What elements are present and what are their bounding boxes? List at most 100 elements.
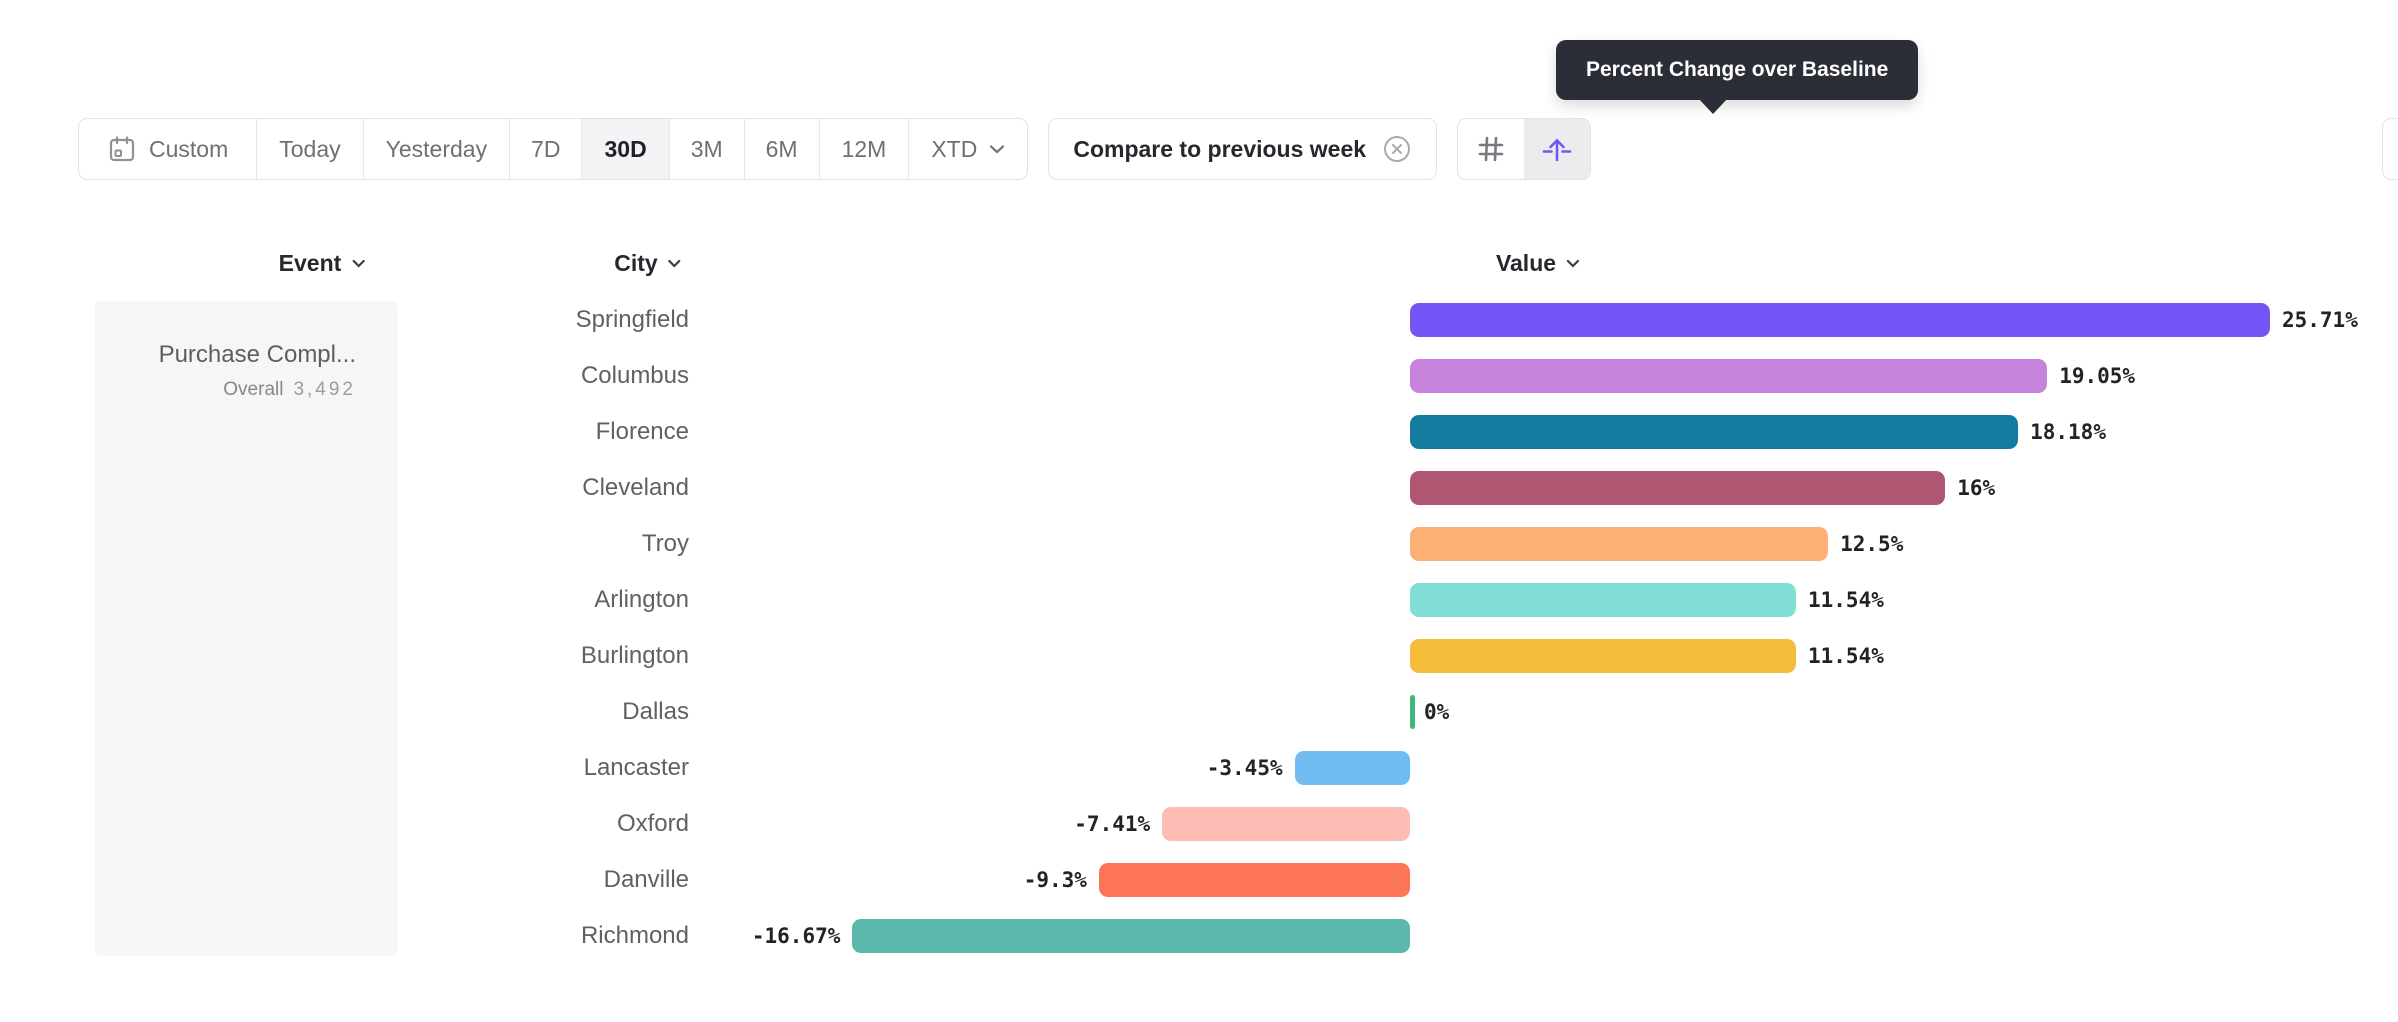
value-bar[interactable] <box>1410 359 2048 393</box>
date-range-label: XTD <box>931 135 978 162</box>
chart-rows: Springfield 25.71% Columbus 19.05% Flore… <box>398 292 2398 964</box>
value-label: 19.05% <box>2059 364 2136 388</box>
date-range-label: 3M <box>690 135 723 162</box>
bar-canvas: 16% <box>703 460 2398 516</box>
city-label: Danville <box>603 866 689 893</box>
chevron-down-icon <box>1566 259 1580 268</box>
chart-row: Columbus 19.05% <box>398 348 2398 404</box>
compare-label: Compare to previous week <box>1073 135 1367 162</box>
chevron-down-icon <box>989 144 1005 154</box>
column-header-label: Value <box>1495 249 1557 276</box>
bar-canvas: -9.3% <box>703 852 2398 908</box>
circle-x-icon[interactable] <box>1382 134 1412 164</box>
tooltip-text: Percent Change over Baseline <box>1586 58 1889 81</box>
overall-value: 3,492 <box>293 379 356 400</box>
event-overall: Overall 3,492 <box>95 379 356 401</box>
column-header-value[interactable]: Value <box>1496 248 1580 278</box>
bar-canvas: 0% <box>703 684 2398 740</box>
value-label: -16.67% <box>751 924 841 948</box>
bar-canvas: 12.5% <box>703 516 2398 572</box>
city-label: Springfield <box>575 306 689 333</box>
chart-row: Burlington 11.54% <box>398 628 2398 684</box>
date-range-label: Yesterday <box>385 135 488 162</box>
hash-icon <box>1476 134 1506 164</box>
value-label: -3.45% <box>1206 756 1283 780</box>
date-range-label: 30D <box>604 135 647 162</box>
value-bar[interactable] <box>1410 583 1796 617</box>
percent-change-baseline-toggle[interactable] <box>1524 119 1591 179</box>
date-range-6m[interactable]: 6M <box>745 119 820 179</box>
value-bar[interactable] <box>1410 527 1829 561</box>
value-bar[interactable] <box>1294 751 1410 785</box>
city-label: Troy <box>641 530 689 557</box>
value-bar[interactable] <box>1098 863 1410 897</box>
chart-row: Springfield 25.71% <box>398 292 2398 348</box>
date-range-label: 7D <box>531 135 561 162</box>
value-bar[interactable] <box>1410 415 2019 449</box>
city-label: Burlington <box>580 642 689 669</box>
tooltip-caret <box>1698 98 1728 114</box>
chevron-down-icon <box>351 259 365 268</box>
value-label: -9.3% <box>1023 868 1087 892</box>
chart-row: Richmond -16.67% <box>398 908 2398 964</box>
date-range-picker: Custom Today Yesterday 7D 30D 3M 6M 12M … <box>78 118 1029 180</box>
event-panel[interactable]: Purchase Compl... Overall 3,492 <box>95 301 398 956</box>
date-range-3m[interactable]: 3M <box>670 119 745 179</box>
value-label: 25.71% <box>2281 308 2358 332</box>
compare-pill[interactable]: Compare to previous week <box>1048 118 1438 180</box>
date-range-custom[interactable]: Custom <box>79 119 258 179</box>
value-bar[interactable] <box>852 919 1410 953</box>
chart-row: Danville -9.3% <box>398 852 2398 908</box>
value-label: -7.41% <box>1074 812 1151 836</box>
clipped-button[interactable] <box>2382 118 2398 180</box>
city-label: Oxford <box>616 810 689 837</box>
bar-canvas: -16.67% <box>703 908 2398 964</box>
chart-row: Troy 12.5% <box>398 516 2398 572</box>
grid-view-toggle[interactable] <box>1458 119 1524 179</box>
date-range-xtd[interactable]: XTD <box>909 119 1027 179</box>
bar-canvas: 25.71% <box>703 292 2398 348</box>
value-label: 18.18% <box>2030 420 2106 444</box>
bar-canvas: -3.45% <box>703 740 2398 796</box>
arrow-up-from-baseline-icon <box>1541 133 1573 165</box>
bar-canvas: 11.54% <box>703 572 2398 628</box>
view-toggle-group <box>1457 118 1592 180</box>
date-range-30d[interactable]: 30D <box>582 119 670 179</box>
date-range-12m[interactable]: 12M <box>820 119 910 179</box>
column-header-event[interactable]: Event <box>279 248 366 278</box>
value-label: 11.54% <box>1808 588 1884 612</box>
city-label: Columbus <box>580 362 689 389</box>
chart-row: Lancaster -3.45% <box>398 740 2398 796</box>
city-label: Lancaster <box>583 754 689 781</box>
value-label: 11.54% <box>1808 644 1884 668</box>
date-range-label: Custom <box>149 135 229 162</box>
value-bar[interactable] <box>1410 471 1946 505</box>
column-header-label: Event <box>278 249 342 276</box>
value-label: 16% <box>1957 476 1996 500</box>
value-label: 0% <box>1424 700 1450 724</box>
value-bar[interactable] <box>1410 303 2270 337</box>
column-header-city[interactable]: City <box>614 248 681 278</box>
city-label: Arlington <box>594 586 689 613</box>
date-range-7d[interactable]: 7D <box>510 119 583 179</box>
bar-canvas: 18.18% <box>703 404 2398 460</box>
date-range-today[interactable]: Today <box>257 119 364 179</box>
bar-canvas: 19.05% <box>703 348 2398 404</box>
overall-label: Overall <box>223 379 284 400</box>
city-label: Cleveland <box>582 474 689 501</box>
date-range-label: 6M <box>765 135 798 162</box>
city-label: Dallas <box>622 698 689 725</box>
date-range-yesterday[interactable]: Yesterday <box>364 119 511 179</box>
value-bar[interactable] <box>1162 807 1410 841</box>
value-bar[interactable] <box>1410 639 1796 673</box>
chart-row: Cleveland 16% <box>398 460 2398 516</box>
city-label: Florence <box>595 418 689 445</box>
tooltip: Percent Change over Baseline <box>1556 40 1919 100</box>
value-bar[interactable] <box>1410 695 1415 729</box>
chart-row: Florence 18.18% <box>398 404 2398 460</box>
date-range-label: 12M <box>841 135 887 162</box>
event-name: Purchase Compl... <box>158 341 356 368</box>
bar-canvas: 11.54% <box>703 628 2398 684</box>
calendar-icon <box>107 134 137 164</box>
bar-canvas: -7.41% <box>703 796 2398 852</box>
